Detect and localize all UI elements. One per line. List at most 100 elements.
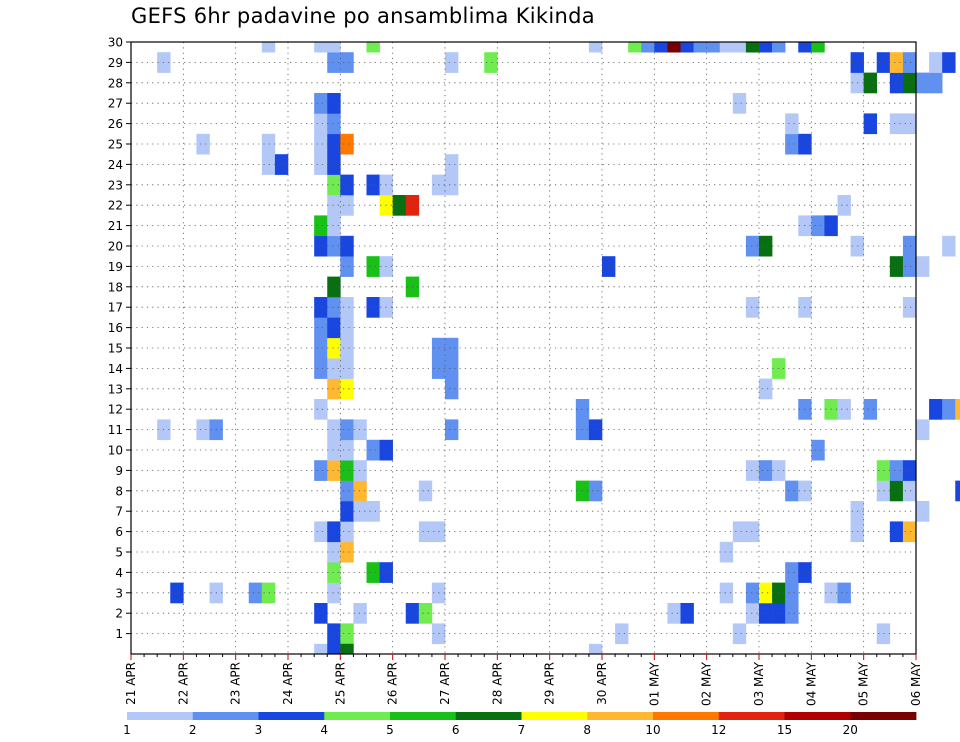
heatmap-cell [732, 93, 747, 114]
heatmap-cell [693, 42, 707, 53]
heatmap-cell [340, 623, 354, 645]
heatmap-cell [327, 113, 341, 135]
y-tick-label: 23 [108, 178, 123, 192]
heatmap-cell [340, 174, 354, 196]
heatmap-cell [314, 297, 328, 318]
heatmap-cell [732, 42, 747, 53]
x-tick-label: 03 MAY [752, 661, 766, 706]
heatmap-cell [340, 378, 354, 400]
heatmap-cell [274, 154, 289, 175]
heatmap-cell [340, 235, 354, 257]
heatmap-cell [588, 419, 603, 441]
heatmap-cell [785, 113, 799, 135]
y-tick-label: 7 [115, 505, 123, 519]
y-tick-label: 29 [108, 56, 123, 70]
legend-swatch [784, 712, 851, 720]
heatmap-cell [314, 154, 328, 175]
x-tick-label: 06 MAY [909, 661, 923, 706]
heatmap-cell [745, 42, 760, 53]
heatmap-cell [340, 480, 354, 502]
heatmap-cell [366, 562, 380, 583]
x-tick-label: 29 APR [543, 662, 557, 705]
heatmap-cell [745, 460, 760, 481]
heatmap-cell [667, 42, 681, 53]
heatmap-cell [314, 215, 328, 237]
heatmap-cell [942, 235, 956, 257]
heatmap-cell [863, 399, 878, 420]
y-tick-label: 14 [108, 362, 123, 376]
heatmap-cell [942, 52, 956, 73]
heatmap-cell [837, 399, 851, 420]
y-axis-ticks: 1234567891011121314151617181920212223242… [108, 36, 131, 641]
heatmap-cell [314, 317, 328, 339]
y-tick-label: 8 [115, 484, 123, 498]
heatmap-cell [353, 480, 367, 502]
heatmap-cell [340, 419, 354, 441]
heatmap-cell [902, 72, 917, 94]
heatmap-cell [889, 113, 904, 135]
heatmap-cell [902, 480, 917, 502]
heatmap-cell [654, 42, 668, 53]
heatmap-cell [340, 297, 354, 318]
heatmap-cell [314, 93, 328, 114]
heatmap-cell [353, 460, 367, 481]
heatmap-cell [327, 297, 341, 318]
heatmap-cell [680, 603, 694, 624]
heatmap-cell [929, 72, 943, 94]
legend-swatch [521, 712, 588, 720]
heatmap-cell [811, 439, 825, 461]
heatmap-cell [340, 256, 354, 277]
legend-label: 12 [711, 723, 726, 737]
y-tick-label: 28 [108, 76, 123, 90]
heatmap-cell [327, 195, 341, 216]
heatmap-cell [327, 562, 341, 583]
heatmap-cell [314, 460, 328, 481]
heatmap-cell [327, 378, 341, 400]
legend-label: 7 [518, 723, 526, 737]
heatmap-cell [314, 113, 328, 135]
x-tick-label: 02 MAY [700, 661, 714, 706]
legend-swatch [653, 712, 720, 720]
legend-label: 1 [123, 723, 131, 737]
y-tick-label: 11 [108, 423, 123, 437]
heatmap-cell [902, 113, 917, 135]
legend-swatch [127, 712, 194, 720]
heatmap-cell [588, 480, 603, 502]
x-tick-label: 23 APR [229, 662, 243, 705]
heatmap-cell [706, 42, 721, 53]
heatmap-cell [327, 52, 341, 73]
heatmap-cell [261, 42, 276, 53]
x-tick-label: 27 APR [438, 662, 452, 705]
heatmap-cell [889, 52, 904, 73]
heatmap-cell [759, 42, 773, 53]
heatmap-cell [366, 297, 380, 318]
legend-swatch [587, 712, 654, 720]
heatmap-cell [340, 317, 354, 339]
x-tick-label: 28 APR [490, 662, 504, 705]
heatmap-cell [196, 133, 210, 155]
y-tick-label: 22 [108, 199, 123, 213]
heatmap-cell [876, 460, 891, 481]
heatmap-cell [340, 133, 354, 155]
y-tick-label: 30 [108, 36, 123, 50]
legend-swatch [455, 712, 522, 720]
heatmap-cell [340, 541, 354, 563]
heatmap-cell [340, 358, 354, 379]
y-tick-label: 18 [108, 280, 123, 294]
heatmap-cell [929, 399, 943, 420]
heatmap-cell [366, 256, 380, 277]
legend-swatch [718, 712, 785, 720]
heatmap-cell [759, 582, 773, 604]
legend-label: 4 [320, 723, 328, 737]
heatmap-cell [340, 643, 354, 655]
heatmap-cell [327, 460, 341, 481]
heatmap-cell [759, 378, 773, 400]
heatmap-cell [876, 480, 891, 502]
y-tick-label: 27 [108, 97, 123, 111]
legend-swatch [324, 712, 391, 720]
x-axis-ticks: 21 APR 22 APR 23 APR 24 APR 25 APR 26 APR 27 A… [124, 654, 923, 706]
heatmap-cell [837, 195, 851, 216]
heatmap-cell [902, 235, 917, 257]
heatmap-cell [353, 419, 367, 441]
heatmap-cell [772, 42, 786, 53]
